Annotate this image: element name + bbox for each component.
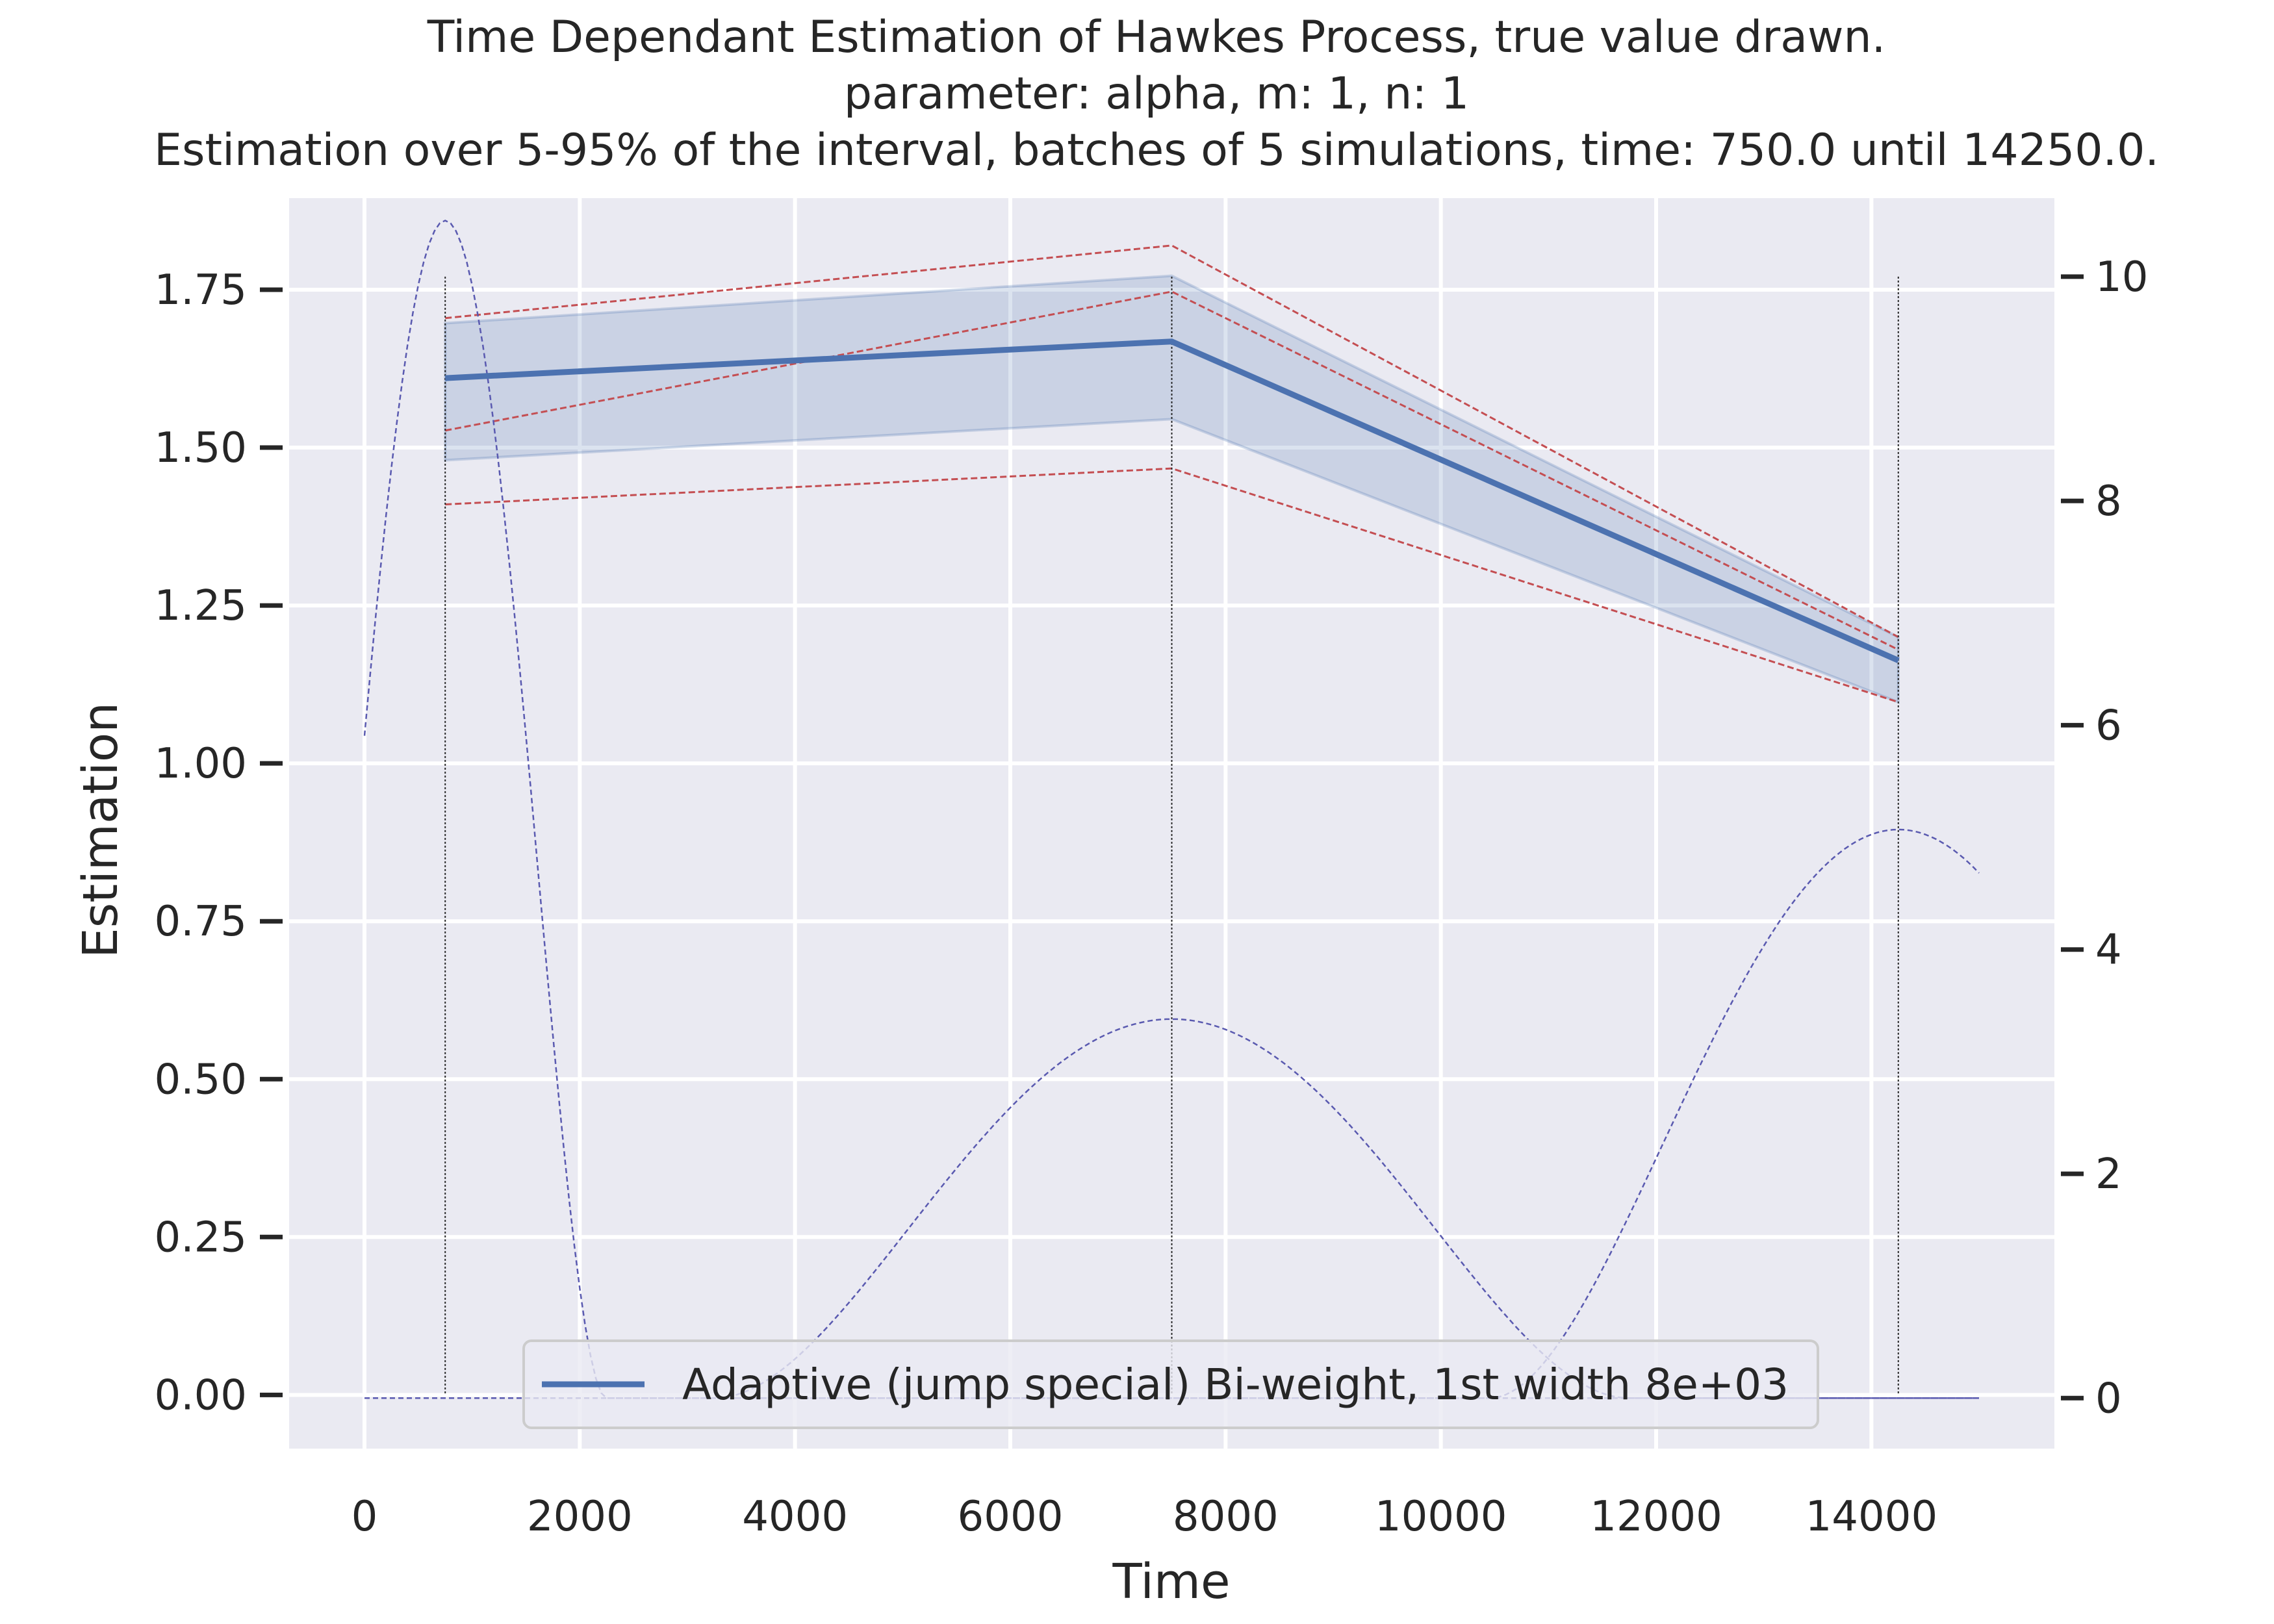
y-tick-label: 0.25 [155, 1213, 248, 1262]
y-tick-label: 0.00 [155, 1371, 248, 1419]
x-tick-label: 0 [351, 1493, 378, 1541]
right-tick-label: 8 [2095, 477, 2122, 526]
right-tick-label: 2 [2095, 1150, 2122, 1199]
x-tick-label: 4000 [742, 1493, 848, 1541]
right-tick-label: 6 [2095, 702, 2122, 750]
reference-line-1 [445, 244, 1899, 639]
x-axis-ticks: 0 2000 4000 6000 8000 10000 12000 14000 [351, 1493, 1938, 1541]
estimation-line-layer [444, 338, 1900, 663]
right-tick-label: 10 [2095, 253, 2148, 301]
x-tick-label: 12000 [1590, 1493, 1722, 1541]
y-tick-label: 1.25 [155, 582, 248, 630]
legend-box [522, 1339, 1819, 1429]
title-line-2: parameter: alpha, m: 1, n: 1 [844, 68, 1469, 120]
x-tick-label: 6000 [958, 1493, 1064, 1541]
right-axis-ticks: 0 2 4 6 8 10 [2061, 253, 2148, 1423]
y-tick-label: 1.75 [155, 266, 248, 314]
x-tick-label: 2000 [527, 1493, 633, 1541]
y-axis-ticks: 0.00 0.25 0.50 0.75 1.00 1.25 1.50 1.75 [155, 266, 283, 1419]
y-tick-label: 1.00 [155, 740, 248, 788]
reference-line-2 [444, 290, 1899, 651]
x-tick-label: 14000 [1806, 1493, 1938, 1541]
legend-label: Adaptive (jump special) Bi-weight, 1st w… [682, 1360, 1789, 1410]
right-tick-label: 0 [2095, 1375, 2122, 1423]
title-line-1: Time Dependant Estimation of Hawkes Proc… [427, 12, 1886, 63]
x-tick-label: 10000 [1375, 1493, 1507, 1541]
chart-title: Time Dependant Estimation of Hawkes Proc… [154, 12, 2159, 176]
x-axis-label: Time [1112, 1554, 1230, 1610]
title-line-3: Estimation over 5-95% of the interval, b… [154, 125, 2159, 176]
y-tick-label: 0.50 [155, 1056, 248, 1104]
y-axis-label: Estimation [73, 702, 129, 958]
estimation-line [444, 338, 1900, 663]
y-tick-label: 0.75 [155, 898, 248, 946]
x-tick-label: 8000 [1173, 1493, 1279, 1541]
estimation-time-markers [444, 276, 1899, 1395]
right-tick-label: 4 [2095, 926, 2122, 974]
legend: Adaptive (jump special) Bi-weight, 1st w… [522, 1339, 1819, 1429]
y-tick-label: 1.50 [155, 424, 248, 472]
